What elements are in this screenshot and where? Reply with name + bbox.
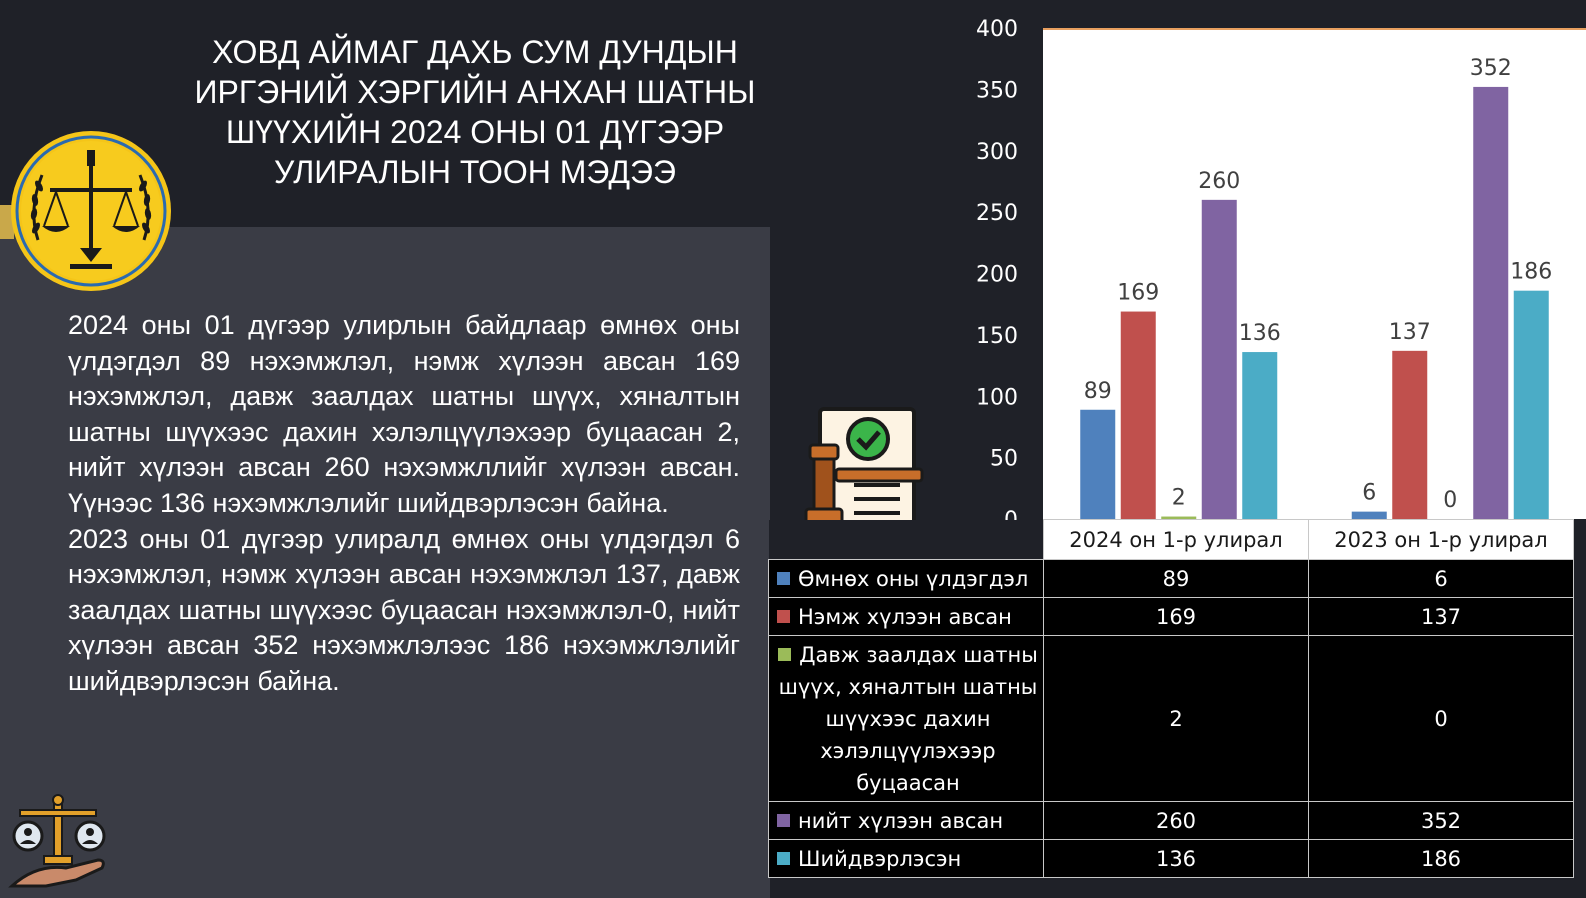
data-label: 260 xyxy=(1198,169,1240,194)
table-cell: 6 xyxy=(1308,559,1574,598)
data-label: 136 xyxy=(1239,321,1281,346)
legend-label: Давж заалдах шатны шүүх, хяналтын шатны … xyxy=(778,642,1038,795)
legend-swatch xyxy=(777,851,790,865)
category-header: 2024 он 1-р улирал xyxy=(1043,519,1309,560)
court-emblem-icon xyxy=(11,131,171,291)
table-cell: 186 xyxy=(1308,839,1574,878)
legend-swatch xyxy=(778,647,792,661)
title-line: УЛИРАЛЫН ТООН МЭДЭЭ xyxy=(274,154,676,190)
data-label: 6 xyxy=(1362,481,1376,506)
paragraph-2023: 2023 оны 01 дүгээр улиралд өмнөх оны үлд… xyxy=(68,523,740,696)
y-tick-label: 100 xyxy=(976,385,1018,410)
legend-swatch xyxy=(777,571,790,585)
table-cell: 352 xyxy=(1308,801,1574,840)
legend-label: нийт хүлээн авсан xyxy=(798,808,1004,833)
gold-accent-strip xyxy=(0,205,14,239)
text-panel xyxy=(0,227,770,898)
legend-entry: Шийдвэрлэсэн xyxy=(768,839,1044,878)
page-title: ХОВД АЙМАГ ДАХЬ СУМ ДУНДЫН ИРГЭНИЙ ХЭРГИ… xyxy=(178,32,772,192)
bar xyxy=(1392,350,1428,519)
data-label: 137 xyxy=(1389,320,1431,345)
y-tick-label: 250 xyxy=(976,201,1018,226)
y-tick-label: 200 xyxy=(976,263,1018,288)
title-line: ХОВД АЙМАГ ДАХЬ СУМ ДУНДЫН xyxy=(212,34,738,70)
scale-hand-people-icon xyxy=(8,794,106,888)
chart-data-table: 2024 он 1-р улирал 2023 он 1-р улирал Өм… xyxy=(768,519,1574,878)
legend-label: Нэмж хүлээн авсан xyxy=(798,604,1012,629)
bar xyxy=(1513,290,1549,519)
category-header: 2023 он 1-р улирал xyxy=(1308,519,1574,560)
description-text: 2024 оны 01 дүгээр улирлын байдлаар өмнө… xyxy=(68,308,740,700)
bar xyxy=(1201,199,1237,519)
legend-entry: нийт хүлээн авсан xyxy=(768,801,1044,840)
table-cell: 0 xyxy=(1308,635,1574,802)
data-label: 89 xyxy=(1084,379,1112,404)
table-row: Давж заалдах шатны шүүх, хяналтын шатны … xyxy=(768,635,1574,802)
table-row: нийт хүлээн авсан 260 352 xyxy=(768,801,1574,840)
legend-label: Шийдвэрлэсэн xyxy=(798,846,962,871)
table-cell: 137 xyxy=(1308,597,1574,636)
data-label: 186 xyxy=(1510,260,1552,285)
table-cell: 260 xyxy=(1043,801,1309,840)
legend-swatch xyxy=(777,813,790,827)
legend-label: Өмнөх оны үлдэгдэл xyxy=(798,566,1029,591)
data-label: 169 xyxy=(1117,281,1159,306)
table-corner xyxy=(768,519,1044,560)
legend-swatch xyxy=(777,609,790,623)
legend-entry: Өмнөх оны үлдэгдэл xyxy=(768,559,1044,598)
title-line: ШҮҮХИЙН 2024 ОНЫ 01 ДҮГЭЭР xyxy=(225,114,725,150)
bar-chart: 0 50 100 150 200 250 300 350 400 89 169 2 260 136 6 137… xyxy=(976,17,1552,533)
table-cell: 2 xyxy=(1043,635,1309,802)
bar xyxy=(1120,311,1156,519)
table-cell: 136 xyxy=(1043,839,1309,878)
paragraph-2024: 2024 оны 01 дүгээр улирлын байдлаар өмнө… xyxy=(68,310,740,518)
data-label: 2 xyxy=(1172,486,1186,511)
legend-entry: Давж заалдах шатны шүүх, хяналтын шатны … xyxy=(768,635,1044,802)
y-tick-label: 400 xyxy=(976,17,1018,42)
table-row: Нэмж хүлээн авсан 169 137 xyxy=(768,597,1574,636)
data-label: 352 xyxy=(1470,56,1512,81)
table-cell: 89 xyxy=(1043,559,1309,598)
legend-entry: Нэмж хүлээн авсан xyxy=(768,597,1044,636)
y-tick-label: 50 xyxy=(990,447,1018,472)
bar xyxy=(1161,516,1197,519)
table-cell: 169 xyxy=(1043,597,1309,636)
bar xyxy=(1242,352,1278,519)
bar xyxy=(1473,86,1509,520)
bar xyxy=(1080,409,1116,519)
y-tick-label: 300 xyxy=(976,140,1018,165)
table-row: Шийдвэрлэсэн 136 186 xyxy=(768,839,1574,878)
y-tick-label: 350 xyxy=(976,78,1018,103)
table-row: Өмнөх оны үлдэгдэл 89 6 xyxy=(768,559,1574,598)
bar xyxy=(1351,511,1387,519)
y-tick-label: 150 xyxy=(976,324,1018,349)
title-line: ИРГЭНИЙ ХЭРГИЙН АНХАН ШАТНЫ xyxy=(194,74,756,110)
data-label: 0 xyxy=(1443,488,1457,513)
